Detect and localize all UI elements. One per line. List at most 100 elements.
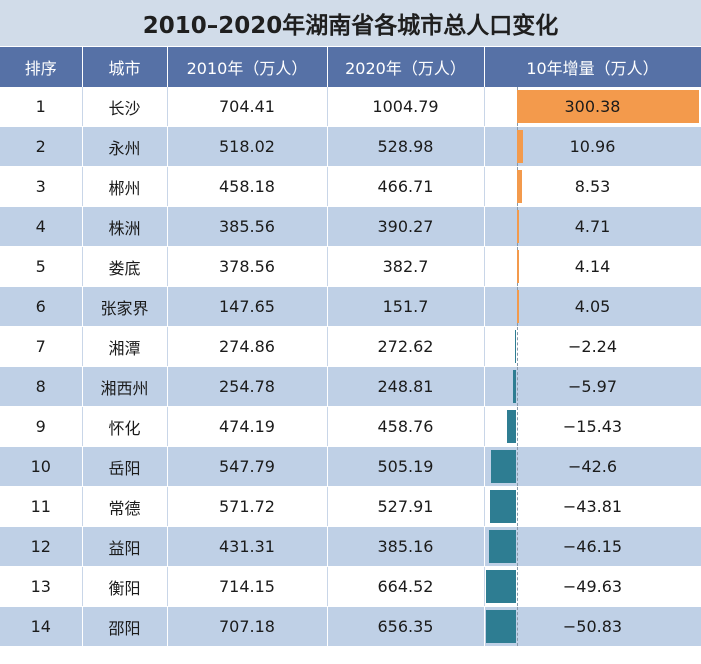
y2020-cell: 390.27 (327, 206, 485, 247)
change-value: 300.38 (564, 97, 621, 116)
table-body: 1 长沙 704.41 1004.79 300.38 2 永州 518.02 528.98 10.… (0, 87, 701, 647)
change-bar (507, 410, 517, 443)
change-cell: 10.96 (484, 126, 701, 167)
city-cell: 怀化 (82, 406, 168, 447)
y2010-cell: 431.31 (167, 526, 328, 567)
header-row: 排序 城市 2010年（万人） 2020年（万人） 10年增量（万人） (0, 47, 701, 87)
change-bar (516, 290, 519, 323)
header-2020: 2020年（万人） (327, 47, 485, 87)
city-cell: 湘西州 (82, 366, 168, 407)
rank-cell: 8 (0, 366, 83, 407)
rank-cell: 14 (0, 606, 83, 647)
y2020-cell: 466.71 (327, 166, 485, 207)
rank-cell: 11 (0, 486, 83, 527)
city-cell: 常德 (82, 486, 168, 527)
rank-cell: 5 (0, 246, 83, 287)
table-row: 8 湘西州 254.78 248.81 −5.97 (0, 366, 701, 407)
y2010-cell: 254.78 (167, 366, 328, 407)
change-bar (490, 450, 517, 483)
change-cell: 4.71 (484, 206, 701, 247)
table-row: 7 湘潭 274.86 272.62 −2.24 (0, 326, 701, 367)
y2020-cell: 527.91 (327, 486, 485, 527)
y2010-cell: 707.18 (167, 606, 328, 647)
zero-axis-line (516, 327, 518, 366)
y2010-cell: 518.02 (167, 126, 328, 167)
rank-cell: 4 (0, 206, 83, 247)
y2020-cell: 528.98 (327, 126, 485, 167)
change-cell: −49.63 (484, 566, 701, 607)
change-cell: −15.43 (484, 406, 701, 447)
y2010-cell: 378.56 (167, 246, 328, 287)
change-bar (516, 90, 699, 123)
rank-cell: 7 (0, 326, 83, 367)
header-rank: 排序 (0, 47, 83, 87)
change-bar (516, 130, 524, 163)
y2020-cell: 151.7 (327, 286, 485, 327)
change-cell: −43.81 (484, 486, 701, 527)
table-row: 6 张家界 147.65 151.7 4.05 (0, 286, 701, 327)
change-cell: −2.24 (484, 326, 701, 367)
table-row: 14 邵阳 707.18 656.35 −50.83 (0, 606, 701, 647)
y2020-cell: 656.35 (327, 606, 485, 647)
y2010-cell: 385.56 (167, 206, 328, 247)
change-value: 4.14 (574, 257, 611, 276)
y2010-cell: 474.19 (167, 406, 328, 447)
table-row: 9 怀化 474.19 458.76 −15.43 (0, 406, 701, 447)
y2010-cell: 147.65 (167, 286, 328, 327)
rank-cell: 9 (0, 406, 83, 447)
rank-cell: 1 (0, 87, 83, 127)
y2020-cell: 385.16 (327, 526, 485, 567)
chart-title: 2010–2020年湖南省各城市总人口变化 (0, 0, 701, 47)
y2010-cell: 704.41 (167, 87, 328, 127)
city-cell: 永州 (82, 126, 168, 167)
city-cell: 郴州 (82, 166, 168, 207)
change-bar (485, 610, 517, 643)
change-value: −50.83 (562, 617, 623, 636)
change-cell: −42.6 (484, 446, 701, 487)
table-row: 13 衡阳 714.15 664.52 −49.63 (0, 566, 701, 607)
city-cell: 长沙 (82, 87, 168, 127)
rank-cell: 2 (0, 126, 83, 167)
city-cell: 益阳 (82, 526, 168, 567)
y2010-cell: 547.79 (167, 446, 328, 487)
change-value: −46.15 (562, 537, 623, 556)
rank-cell: 13 (0, 566, 83, 607)
zero-axis-line (516, 567, 518, 606)
table-row: 3 郴州 458.18 466.71 8.53 (0, 166, 701, 207)
header-change: 10年增量（万人） (484, 47, 701, 87)
table-row: 1 长沙 704.41 1004.79 300.38 (0, 87, 701, 127)
city-cell: 张家界 (82, 286, 168, 327)
zero-axis-line (516, 527, 518, 566)
zero-axis-line (516, 447, 518, 486)
change-value: −43.81 (562, 497, 623, 516)
change-value: 4.71 (574, 217, 611, 236)
rank-cell: 10 (0, 446, 83, 487)
city-cell: 岳阳 (82, 446, 168, 487)
change-cell: 8.53 (484, 166, 701, 207)
zero-axis-line (516, 607, 518, 646)
change-bar (516, 250, 519, 283)
change-value: 8.53 (574, 177, 611, 196)
change-value: −2.24 (567, 337, 618, 356)
change-bar (489, 490, 517, 523)
y2010-cell: 714.15 (167, 566, 328, 607)
change-value: 10.96 (569, 137, 616, 156)
change-bar (516, 170, 522, 203)
y2010-cell: 571.72 (167, 486, 328, 527)
change-value: −42.6 (567, 457, 618, 476)
table-row: 11 常德 571.72 527.91 −43.81 (0, 486, 701, 527)
table-row: 5 娄底 378.56 382.7 4.14 (0, 246, 701, 287)
change-bar (515, 330, 517, 363)
y2020-cell: 248.81 (327, 366, 485, 407)
zero-axis-line (516, 367, 518, 406)
city-cell: 衡阳 (82, 566, 168, 607)
change-cell: −5.97 (484, 366, 701, 407)
change-bar (488, 530, 517, 563)
y2020-cell: 272.62 (327, 326, 485, 367)
change-cell: 300.38 (484, 87, 701, 127)
change-value: 4.05 (574, 297, 611, 316)
y2020-cell: 382.7 (327, 246, 485, 287)
change-bar (512, 370, 517, 403)
change-bar (516, 210, 520, 243)
change-cell: 4.14 (484, 246, 701, 287)
